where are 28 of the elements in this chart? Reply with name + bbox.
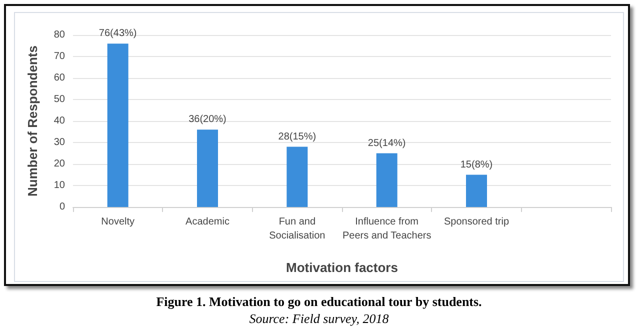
data-label: 25(14%)	[368, 138, 406, 149]
data-label: 15(8%)	[460, 159, 493, 170]
bar	[466, 174, 487, 207]
y-tick-label: 40	[54, 116, 66, 126]
bar	[107, 44, 128, 207]
x-tick-label: Novelty	[101, 216, 135, 228]
data-label: 36(20%)	[188, 114, 226, 126]
y-tick-label: 50	[54, 94, 66, 105]
y-tick-label: 20	[54, 158, 66, 170]
x-axis-title: Motivation factors	[286, 260, 398, 275]
x-tick-label: Academic	[186, 216, 230, 228]
text: Figure 1. Motivation to go on educational tour by students.	[155, 294, 483, 310]
source-note: Source: Field survey, 2018	[248, 311, 390, 327]
x-tick-label: Sponsored trip	[444, 216, 510, 228]
y-tick-label: 70	[54, 51, 66, 62]
y-tick-label: 30	[54, 137, 66, 148]
y-axis-title: Number of Respondents	[25, 46, 40, 196]
y-tick-label: 0	[59, 202, 66, 212]
data-label: 76(43%)	[98, 28, 137, 40]
bar	[286, 146, 308, 207]
y-tick-label: 10	[54, 180, 66, 191]
y-tick-label: 60	[54, 72, 66, 84]
y-tick-label: 80	[54, 30, 66, 40]
x-tick-label: Influence from Peers and Teachers	[342, 216, 432, 242]
bar	[197, 130, 218, 207]
x-tick-label: Fun and Socialisation	[269, 216, 326, 242]
data-label: 28(15%)	[278, 131, 316, 142]
bar	[376, 153, 398, 207]
